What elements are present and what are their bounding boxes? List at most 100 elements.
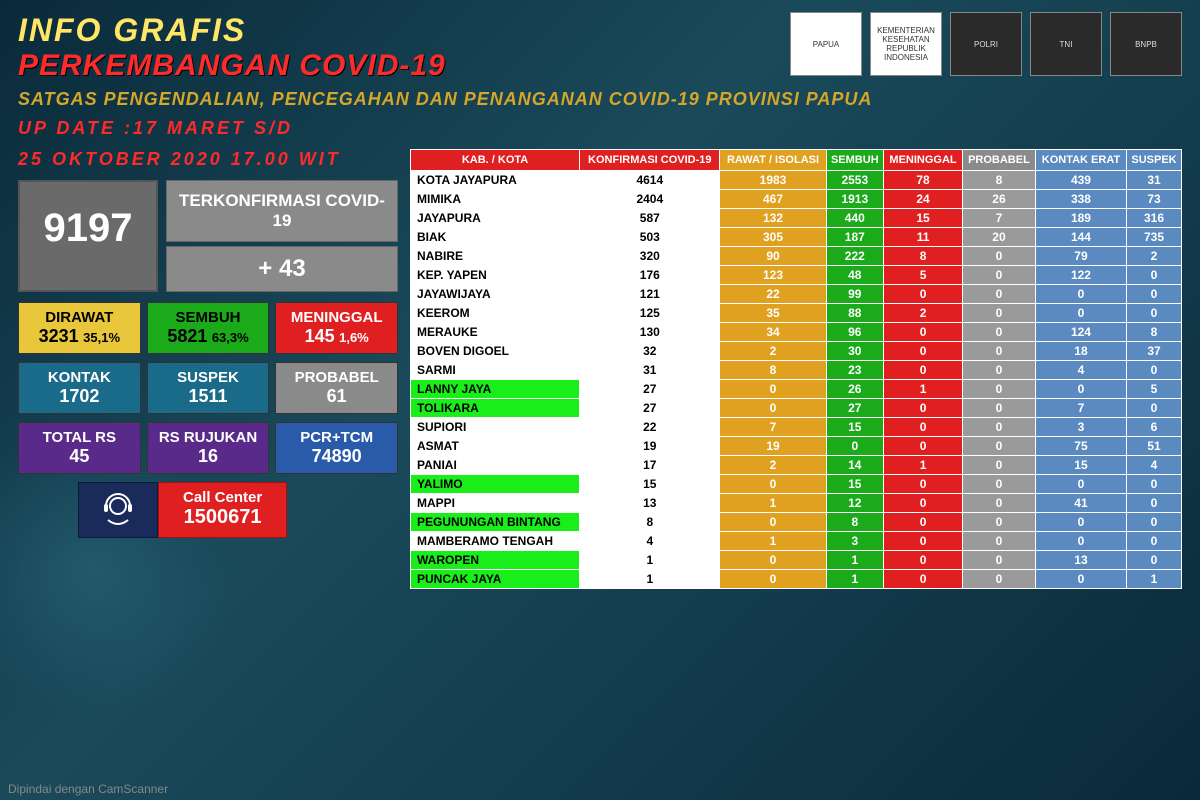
data-cell: 0 (963, 551, 1036, 570)
data-cell: 0 (963, 380, 1036, 399)
data-cell: 1 (720, 532, 826, 551)
data-cell: 51 (1127, 437, 1182, 456)
data-cell: 316 (1127, 209, 1182, 228)
stat-label: TOTAL RS (27, 429, 132, 446)
data-cell: 15 (580, 475, 720, 494)
data-cell: 32 (580, 342, 720, 361)
table-row: BOVEN DIGOEL32230001837 (411, 342, 1182, 361)
stat-value: 16 (198, 446, 218, 466)
call-center-number: 1500671 (183, 506, 262, 529)
stat-label: MENINGGAL (284, 309, 389, 326)
data-cell: 37 (1127, 342, 1182, 361)
table-row: LANNY JAYA270261005 (411, 380, 1182, 399)
region-table: KAB. / KOTAKONFIRMASI COVID-19RAWAT / IS… (410, 149, 1182, 589)
data-cell: 503 (580, 228, 720, 247)
data-cell: 439 (1035, 171, 1126, 190)
region-name-cell: KOTA JAYAPURA (411, 171, 580, 190)
region-name-cell: PANIAI (411, 456, 580, 475)
stat-pct: 1,6% (339, 330, 369, 345)
region-name-cell: MERAUKE (411, 323, 580, 342)
data-cell: 0 (884, 532, 963, 551)
data-cell: 2553 (826, 171, 884, 190)
data-cell: 7 (1035, 399, 1126, 418)
region-name-cell: TOLIKARA (411, 399, 580, 418)
data-cell: 0 (963, 399, 1036, 418)
data-cell: 0 (1035, 475, 1126, 494)
stat-box: SUSPEK1511 (147, 362, 270, 414)
region-name-cell: BIAK (411, 228, 580, 247)
data-cell: 0 (884, 570, 963, 589)
data-cell: 123 (720, 266, 826, 285)
data-cell: 22 (580, 418, 720, 437)
data-cell: 0 (963, 323, 1036, 342)
stat-row-3: TOTAL RS45RS RUJUKAN16PCR+TCM74890 (18, 422, 398, 474)
table-row: MERAUKE1303496001248 (411, 323, 1182, 342)
data-cell: 19 (720, 437, 826, 456)
stat-row-1: DIRAWAT3231 35,1%SEMBUH5821 63,3%MENINGG… (18, 302, 398, 354)
data-cell: 17 (580, 456, 720, 475)
data-cell: 4 (580, 532, 720, 551)
region-name-cell: KEP. YAPEN (411, 266, 580, 285)
stat-label: PROBABEL (284, 369, 389, 386)
data-cell: 3 (826, 532, 884, 551)
data-cell: 1983 (720, 171, 826, 190)
stat-value: 1702 (59, 386, 99, 406)
region-name-cell: SUPIORI (411, 418, 580, 437)
data-cell: 0 (1127, 266, 1182, 285)
data-cell: 2 (720, 456, 826, 475)
region-name-cell: ASMAT (411, 437, 580, 456)
region-name-cell: PEGUNUNGAN BINTANG (411, 513, 580, 532)
stat-value: 1511 (188, 386, 227, 406)
left-panel: 25 OKTOBER 2020 17.00 WIT 9197 TERKONFIR… (18, 149, 398, 589)
data-cell: 0 (1127, 513, 1182, 532)
data-cell: 90 (720, 247, 826, 266)
region-name-cell: MAMBERAMO TENGAH (411, 532, 580, 551)
data-cell: 5 (1127, 380, 1182, 399)
table-row: MAPPI1311200410 (411, 494, 1182, 513)
data-cell: 1 (884, 380, 963, 399)
table-row: KEP. YAPEN17612348501220 (411, 266, 1182, 285)
call-center-label: Call Center (183, 489, 262, 506)
stat-value: 145 (305, 326, 335, 346)
stat-value: 3231 (39, 326, 79, 346)
data-cell: 8 (963, 171, 1036, 190)
data-cell: 0 (1035, 285, 1126, 304)
data-cell: 7 (720, 418, 826, 437)
data-cell: 125 (580, 304, 720, 323)
data-cell: 0 (884, 323, 963, 342)
stat-box: PCR+TCM74890 (275, 422, 398, 474)
table-row: JAYAWIJAYA12122990000 (411, 285, 1182, 304)
data-cell: 96 (826, 323, 884, 342)
region-name-cell: JAYAPURA (411, 209, 580, 228)
data-cell: 75 (1035, 437, 1126, 456)
data-cell: 41 (1035, 494, 1126, 513)
data-cell: 0 (1127, 494, 1182, 513)
data-cell: 34 (720, 323, 826, 342)
org-logo: POLRI (950, 12, 1022, 76)
data-cell: 0 (1035, 570, 1126, 589)
data-cell: 0 (963, 285, 1036, 304)
data-cell: 0 (1035, 513, 1126, 532)
region-name-cell: BOVEN DIGOEL (411, 342, 580, 361)
data-cell: 338 (1035, 190, 1126, 209)
table-row: SUPIORI227150036 (411, 418, 1182, 437)
table-row: PEGUNUNGAN BINTANG8080000 (411, 513, 1182, 532)
table-row: YALIMO150150000 (411, 475, 1182, 494)
stat-value: 5821 (167, 326, 207, 346)
table-row: PUNCAK JAYA1010001 (411, 570, 1182, 589)
region-name-cell: MIMIKA (411, 190, 580, 209)
data-cell: 30 (826, 342, 884, 361)
stat-box: MENINGGAL145 1,6% (275, 302, 398, 354)
region-name-cell: PUNCAK JAYA (411, 570, 580, 589)
data-cell: 0 (720, 551, 826, 570)
data-cell: 0 (1035, 304, 1126, 323)
data-cell: 0 (1127, 399, 1182, 418)
table-header-cell: SEMBUH (826, 150, 884, 171)
data-cell: 26 (963, 190, 1036, 209)
region-name-cell: LANNY JAYA (411, 380, 580, 399)
region-name-cell: NABIRE (411, 247, 580, 266)
data-cell: 99 (826, 285, 884, 304)
table-row: MAMBERAMO TENGAH4130000 (411, 532, 1182, 551)
region-name-cell: KEEROM (411, 304, 580, 323)
data-cell: 320 (580, 247, 720, 266)
